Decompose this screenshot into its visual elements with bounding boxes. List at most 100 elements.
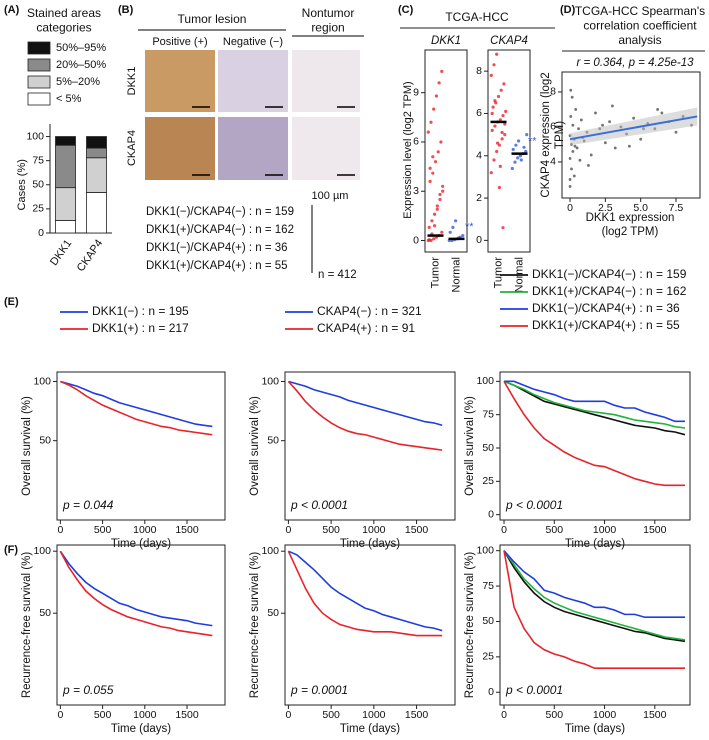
point — [601, 123, 604, 127]
point — [490, 111, 494, 116]
x-tick-label: 500 — [94, 524, 112, 536]
x-tick-label: 5.0 — [633, 202, 648, 214]
legend-swatch — [27, 41, 51, 55]
point — [434, 94, 438, 98]
x-tick-label: 7.5 — [669, 202, 684, 214]
x-tick-label: 1500 — [175, 524, 199, 536]
legend-label: CKAP4(−) : n = 321 — [317, 304, 422, 318]
y-tick-label: 50 — [267, 607, 279, 619]
point — [574, 108, 578, 111]
point — [428, 166, 432, 170]
point — [499, 88, 503, 92]
point — [428, 179, 432, 183]
point — [572, 174, 576, 178]
chart-title: TCGA-HCC Spearman's correlation coefficie… — [575, 4, 705, 47]
point — [577, 127, 580, 131]
point — [578, 158, 582, 162]
point — [495, 149, 499, 154]
point — [435, 204, 439, 208]
point — [435, 207, 439, 211]
plot-frame — [424, 49, 468, 253]
annotation: p = 0.0001 — [290, 683, 348, 697]
x-tick-label: 500 — [94, 709, 112, 721]
point — [431, 155, 435, 159]
point — [432, 107, 436, 111]
point — [441, 189, 445, 193]
fit-band — [570, 107, 698, 146]
point — [461, 233, 465, 238]
point — [489, 73, 493, 77]
legend-label: DKK1(−) : n = 195 — [92, 304, 189, 318]
y-tick-label: 0 — [488, 508, 494, 520]
annotation: p < 0.0001 — [505, 683, 563, 697]
legend-label: DKK1(+)/CKAP4(+) : n = 55 — [532, 318, 680, 332]
point — [611, 104, 614, 108]
header-rules — [138, 29, 364, 37]
point — [568, 157, 572, 160]
x-tick-label: 500 — [322, 524, 340, 536]
legend-label: 20%–50% — [56, 59, 106, 71]
y-tick-label: 0 — [488, 686, 494, 698]
legend-swatch — [27, 75, 51, 89]
point — [522, 145, 526, 149]
plot-frame — [499, 544, 691, 706]
image-dkk1-negative — [218, 50, 288, 112]
row-label: DKK1 — [126, 67, 138, 96]
x-axis-label: Time (days) — [565, 723, 625, 735]
y-tick-label: 0 — [38, 227, 44, 239]
point — [430, 219, 434, 223]
x-tick-label: 500 — [322, 709, 340, 721]
bar-segment — [55, 136, 76, 146]
point — [491, 105, 495, 109]
point — [569, 115, 573, 118]
x-tick-label: 0 — [567, 202, 573, 214]
legend-label: 5%–20% — [56, 76, 100, 88]
legend-label: CKAP4(+) : n = 91 — [317, 321, 415, 335]
point — [440, 69, 444, 73]
x-tick-label: 0 — [501, 709, 507, 721]
panel-label: (B) — [118, 4, 134, 16]
x-tick-label: 1000 — [593, 709, 617, 721]
point — [496, 141, 500, 145]
point — [454, 219, 458, 223]
survival-curve — [59, 550, 213, 637]
point — [573, 144, 577, 148]
point — [439, 140, 443, 144]
x-tick-label: 500 — [546, 524, 564, 536]
x-tick-label: 1000 — [362, 709, 386, 721]
legend-label: 50%–95% — [56, 42, 106, 54]
scale-label: 100 µm — [312, 190, 349, 202]
y-tick-label: 50 — [39, 607, 51, 619]
point — [524, 149, 528, 154]
y-tick-label: 75 — [482, 580, 494, 592]
y-tick-label: 25 — [482, 475, 494, 487]
y-tick-label: 4 — [550, 156, 556, 168]
point — [570, 167, 573, 171]
x-tick-label: 1500 — [643, 709, 667, 721]
annotation: p < 0.0001 — [290, 498, 348, 512]
survival-curve — [503, 380, 686, 429]
y-axis-label: Overall survival (%) — [464, 396, 476, 496]
y-tick-label: 25 — [32, 203, 44, 215]
image-ckap4-nontumor — [292, 117, 360, 180]
fit-line — [569, 115, 698, 141]
survival-curve — [503, 380, 686, 436]
annotation: r = 0.364, p = 4.25e-13 — [576, 57, 694, 69]
point — [519, 158, 523, 162]
bar-segment — [55, 187, 76, 221]
count-line: DKK1(+)/CKAP4(+) : n = 55 — [146, 260, 288, 272]
y-tick-label: 4 — [476, 150, 482, 162]
point — [503, 122, 507, 126]
annotation: ** — [465, 221, 474, 233]
plot-frame — [284, 371, 456, 521]
point — [504, 109, 508, 113]
column-header: Negative (−) — [223, 36, 283, 48]
annotation: p = 0.055 — [62, 683, 114, 697]
y-axis-label: Recurrence-free survival (%) — [249, 552, 261, 699]
point — [603, 141, 607, 145]
point — [493, 124, 497, 128]
panel-label: (D) — [560, 4, 576, 16]
point — [426, 130, 430, 134]
point — [568, 185, 572, 188]
y-axis-label: Overall survival (%) — [21, 396, 33, 496]
